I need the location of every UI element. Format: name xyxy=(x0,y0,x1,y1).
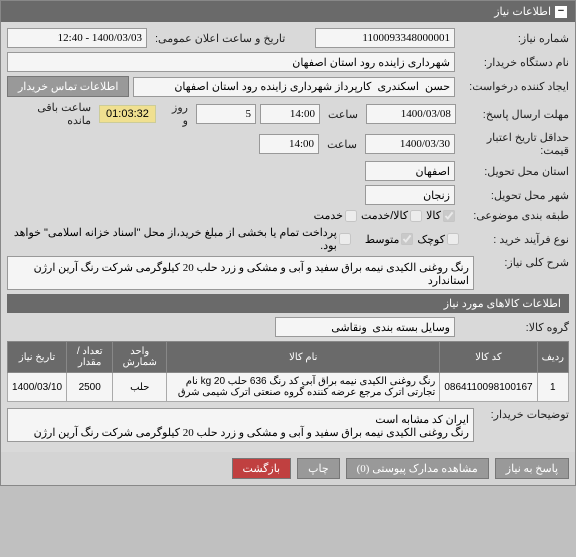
print-button[interactable]: چاپ xyxy=(297,458,340,479)
chk-small-box xyxy=(447,233,459,245)
delivery-prov-label: استان محل تحویل: xyxy=(459,165,569,178)
buy-type-label: نوع فرآیند خرید : xyxy=(463,233,569,246)
saat-label-1: ساعت xyxy=(328,108,358,121)
cell-unit: حلب xyxy=(113,373,167,402)
panel-title: اطلاعات نیاز xyxy=(494,5,551,18)
contact-buyer-button[interactable]: اطلاعات تماس خریدار xyxy=(7,76,129,97)
chk-khadmat-box xyxy=(345,210,357,222)
group-label: گروه کالا: xyxy=(459,321,569,334)
attachments-button[interactable]: مشاهده مدارک پیوستی (0) xyxy=(346,458,489,479)
province-input xyxy=(365,161,455,181)
remain-label: ساعت باقی مانده xyxy=(11,101,91,127)
chk-medium: متوسط xyxy=(365,233,414,246)
buyer-org-input xyxy=(7,52,455,72)
cell-code: 0864110098100167 xyxy=(440,373,537,402)
need-no-label: شماره نیاز: xyxy=(459,32,569,45)
grouping-label: طبقه بندی موضوعی: xyxy=(459,209,569,222)
chk-treasury-box xyxy=(339,233,351,245)
back-button[interactable]: بازگشت xyxy=(232,458,292,479)
cell-date: 1400/03/10 xyxy=(8,373,67,402)
buyer-notes-label: توضیحات خریدار: xyxy=(478,408,569,421)
countdown-timer: 01:03:32 xyxy=(99,105,156,123)
th-qty: تعداد / مقدار xyxy=(67,342,113,373)
delivery-city-label: شهر محل تحویل: xyxy=(459,189,569,202)
reply-button[interactable]: پاسخ به نیاز xyxy=(495,458,569,479)
chk-small: کوچک xyxy=(417,233,459,246)
table-row: 1 0864110098100167 رنگ روغنی الکیدی نیمه… xyxy=(8,373,569,402)
deadline-date-input xyxy=(366,104,456,124)
th-date: تاریخ نیاز xyxy=(8,342,67,373)
th-code: کد کالا xyxy=(440,342,537,373)
items-table: ردیف کد کالا نام کالا واحد شمارش تعداد /… xyxy=(7,341,569,402)
price-valid-label: حداقل تاریخ اعتبار قیمت: xyxy=(459,131,569,157)
cell-qty: 2500 xyxy=(67,373,113,402)
chk-khadmat: خدمت xyxy=(314,209,357,222)
cell-name: رنگ روغنی الکیدی نیمه براق آبی کد رنگ 63… xyxy=(167,373,440,402)
chk-treasury: پرداخت تمام یا بخشی از مبلغ خرید،از محل … xyxy=(7,226,351,252)
buyer-notes-textarea xyxy=(7,408,474,442)
need-no-input xyxy=(315,28,455,48)
info-panel: − اطلاعات نیاز شماره نیاز: تاریخ و ساعت … xyxy=(0,0,576,486)
panel-header: − اطلاعات نیاز xyxy=(1,1,575,22)
reply-deadline-label: مهلت ارسال پاسخ: xyxy=(460,108,569,121)
saat-label-2: ساعت xyxy=(327,138,357,151)
items-section-title: اطلاعات کالاهای مورد نیاز xyxy=(7,294,569,313)
city-input xyxy=(365,185,455,205)
deadline-time-input xyxy=(260,104,320,124)
pub-date-label: تاریخ و ساعت اعلان عمومی: xyxy=(155,32,307,45)
th-unit: واحد شمارش xyxy=(113,342,167,373)
creator-label: ایجاد کننده درخواست: xyxy=(459,80,569,93)
cell-idx: 1 xyxy=(537,373,568,402)
days-remaining-input xyxy=(196,104,256,124)
price-valid-time-input xyxy=(259,134,319,154)
footer-buttons: پاسخ به نیاز مشاهده مدارک پیوستی (0) چاپ… xyxy=(1,452,575,485)
grouping-options: کالا کالا/خدمت خدمت xyxy=(314,209,455,222)
chk-kala-khadamat-box xyxy=(410,210,422,222)
buy-type-options: کوچک متوسط xyxy=(365,233,459,246)
pub-date-input xyxy=(7,28,147,48)
buyer-org-label: نام دستگاه خریدار: xyxy=(459,56,569,69)
th-name: نام کالا xyxy=(167,342,440,373)
chk-kala: کالا xyxy=(426,209,455,222)
chk-kala-khadamat: کالا/خدمت xyxy=(361,209,422,222)
group-input xyxy=(275,317,455,337)
th-row: ردیف xyxy=(537,342,568,373)
price-valid-date-input xyxy=(365,134,455,154)
panel-body: شماره نیاز: تاریخ و ساعت اعلان عمومی: نا… xyxy=(1,22,575,452)
chk-medium-box xyxy=(401,233,413,245)
rooz-label: روز و xyxy=(164,101,188,127)
collapse-icon[interactable]: − xyxy=(555,6,567,18)
general-title-label: شرح کلی نیاز: xyxy=(478,256,569,269)
chk-kala-box xyxy=(443,210,455,222)
general-title-textarea xyxy=(7,256,474,290)
creator-input xyxy=(133,77,455,97)
